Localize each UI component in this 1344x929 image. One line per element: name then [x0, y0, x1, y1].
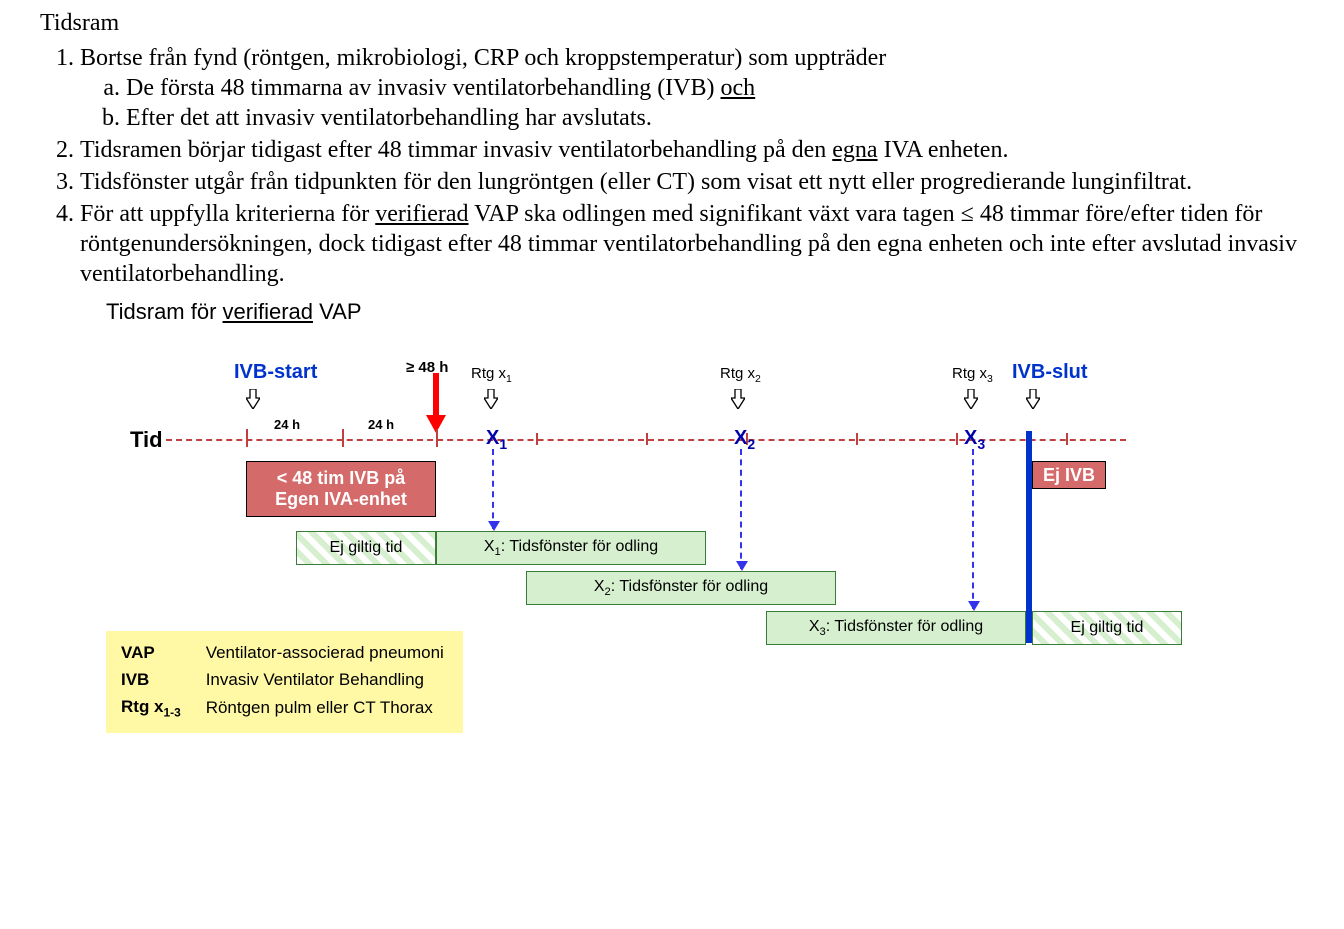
item-1: Bortse från fynd (röntgen, mikrobiologi,… — [80, 43, 1304, 133]
figure-title: Tidsram för verifierad VAP — [106, 299, 1304, 325]
red-48h-box: < 48 tim IVB på Egen IVA-enhet — [246, 461, 436, 517]
ej-ivb-box: Ej IVB — [1032, 461, 1106, 489]
rtg-x3-arrow-icon — [964, 389, 978, 409]
item-2-post: IVA enheten. — [878, 137, 1009, 163]
legend-row-ivb: IVB Invasiv Ventilator Behandling — [120, 668, 445, 693]
tick — [536, 433, 538, 445]
timeline-figure: IVB-start ≥ 48 h Rtg x1 Rtg x2 Rtg x3 IV… — [106, 331, 1196, 731]
x2-window-label: X2: Tidsfönster för odling — [594, 578, 768, 598]
item-3: Tidsfönster utgår från tidpunkten för de… — [80, 167, 1304, 197]
item-2-underline: egna — [832, 137, 877, 163]
x2-window-box: X2: Tidsfönster för odling — [526, 571, 836, 605]
axis-24h-2: 24 h — [368, 417, 394, 432]
ivb-start-label: IVB-start — [234, 361, 317, 384]
rtg-x1-label: Rtg x1 — [471, 365, 512, 385]
x1-window-box: X1: Tidsfönster för odling — [436, 531, 706, 565]
legend-val-vap: Ventilator-associerad pneumoni — [205, 641, 445, 666]
legend-val-ivb: Invasiv Ventilator Behandling — [205, 668, 445, 693]
item-4-pre: För att uppfylla kriterierna för — [80, 201, 375, 227]
axis-24h-1: 24 h — [274, 417, 300, 432]
rtg-x2-arrow-icon — [731, 389, 745, 409]
legend-table: VAP Ventilator-associerad pneumoni IVB I… — [118, 639, 447, 723]
red-box-line2: Egen IVA-enhet — [275, 489, 407, 510]
tick — [956, 433, 958, 445]
x3-window-label: X3: Tidsfönster för odling — [809, 618, 983, 638]
figure-title-underline: verifierad — [223, 299, 313, 324]
x2-drop-arrow — [740, 449, 742, 569]
ivb-slut-arrow-icon — [1026, 389, 1040, 409]
legend-row-rtg: Rtg x1-3 Röntgen pulm eller CT Thorax — [120, 695, 445, 721]
ivb-start-arrow-icon — [246, 389, 260, 409]
tick — [246, 429, 248, 447]
item-1-sublist: De första 48 timmarna av invasiv ventila… — [108, 73, 1304, 133]
axis-x2-mark: X2 — [734, 427, 755, 452]
item-1b: Efter det att invasiv ventilatorbehandli… — [126, 103, 1304, 133]
item-1a: De första 48 timmarna av invasiv ventila… — [126, 73, 1304, 103]
tick — [646, 433, 648, 445]
x1-drop-arrow — [492, 449, 494, 529]
figure-title-pre: Tidsram för — [106, 299, 223, 324]
ivb-slut-label: IVB-slut — [1012, 361, 1088, 384]
x3-window-box: X3: Tidsfönster för odling — [766, 611, 1026, 645]
red-48h-arrow-icon — [426, 373, 446, 433]
tick — [436, 429, 438, 447]
rtg-x3-label: Rtg x3 — [952, 365, 993, 385]
item-1a-underline: och — [721, 75, 756, 101]
rtg-x2-label: Rtg x2 — [720, 365, 761, 385]
item-1a-pre: De första 48 timmarna av invasiv ventila… — [126, 75, 721, 101]
red-box-line1: < 48 tim IVB på — [277, 468, 406, 489]
x1-window-label: X1: Tidsfönster för odling — [484, 538, 658, 558]
item-2: Tidsramen börjar tidigast efter 48 timma… — [80, 135, 1304, 165]
legend-box: VAP Ventilator-associerad pneumoni IVB I… — [106, 631, 463, 733]
legend-row-vap: VAP Ventilator-associerad pneumoni — [120, 641, 445, 666]
item-2-pre: Tidsramen börjar tidigast efter 48 timma… — [80, 137, 832, 163]
legend-val-rtg: Röntgen pulm eller CT Thorax — [205, 695, 445, 721]
criteria-list: Bortse från fynd (röntgen, mikrobiologi,… — [62, 43, 1304, 289]
legend-key-rtg: Rtg x1-3 — [120, 695, 203, 721]
item-1-text: Bortse från fynd (röntgen, mikrobiologi,… — [80, 45, 886, 71]
section-heading: Tidsram — [40, 10, 1304, 37]
page: Tidsram Bortse från fynd (röntgen, mikro… — [0, 0, 1344, 929]
tick — [856, 433, 858, 445]
ej-giltig-tid-box-right: Ej giltig tid — [1032, 611, 1182, 645]
axis-x1-mark: X1 — [486, 427, 507, 452]
tick — [1066, 433, 1068, 445]
item-4: För att uppfylla kriterierna för verifie… — [80, 199, 1304, 289]
x3-drop-arrow — [972, 449, 974, 609]
figure-title-post: VAP — [313, 299, 362, 324]
item-4-underline: verifierad — [375, 201, 468, 227]
ej-giltig-tid-box-left: Ej giltig tid — [296, 531, 436, 565]
tid-label: Tid — [130, 427, 163, 453]
legend-key-ivb: IVB — [120, 668, 203, 693]
tick — [342, 429, 344, 447]
axis-x3-mark: X3 — [964, 427, 985, 452]
rtg-x1-arrow-icon — [484, 389, 498, 409]
legend-key-vap: VAP — [120, 641, 203, 666]
